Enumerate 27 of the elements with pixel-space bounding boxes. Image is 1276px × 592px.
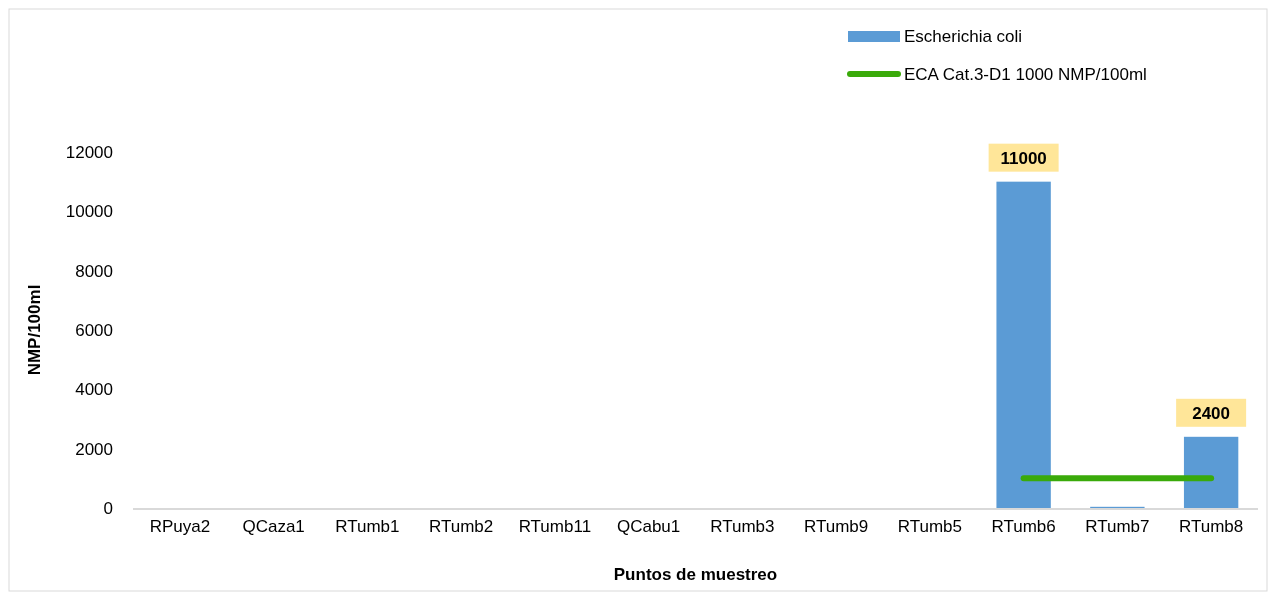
y-tick-label: 0 (103, 498, 113, 518)
x-tick-label: RTumb11 (518, 517, 592, 536)
y-tick-label: 4000 (75, 380, 113, 400)
y-tick-label: 2000 (75, 439, 113, 459)
x-tick-label: RTumb6 (991, 517, 1056, 536)
x-tick-label: QCaza1 (242, 517, 305, 536)
y-tick-label: 8000 (75, 261, 113, 281)
bar (1183, 436, 1239, 508)
bar (996, 181, 1051, 508)
x-tick-label: RTumb1 (335, 517, 400, 536)
y-tick-label: 6000 (75, 320, 113, 340)
x-tick-label: RTumb7 (1085, 517, 1150, 536)
y-tick-label: 12000 (65, 142, 113, 162)
data-label: 2400 (1192, 403, 1231, 423)
legend-label: Escherichia coli (904, 26, 1023, 46)
data-label: 11000 (1000, 148, 1047, 168)
x-tick-label: QCabu1 (616, 517, 681, 536)
x-tick-label: RTumb2 (429, 517, 494, 536)
y-tick-label: 10000 (65, 202, 113, 222)
x-tick-label: RPuya2 (149, 517, 211, 536)
x-tick-label: RTumb5 (897, 517, 962, 536)
x-axis-title: Puntos de muestreo (613, 565, 778, 584)
legend-label: ECA Cat.3-D1 1000 NMP/100ml (904, 64, 1147, 84)
x-tick-label: RTumb3 (710, 517, 775, 536)
x-tick-label: RTumb8 (1179, 517, 1244, 536)
y-axis-title: NMP/100ml (25, 284, 44, 376)
x-tick-label: RTumb9 (804, 517, 869, 536)
